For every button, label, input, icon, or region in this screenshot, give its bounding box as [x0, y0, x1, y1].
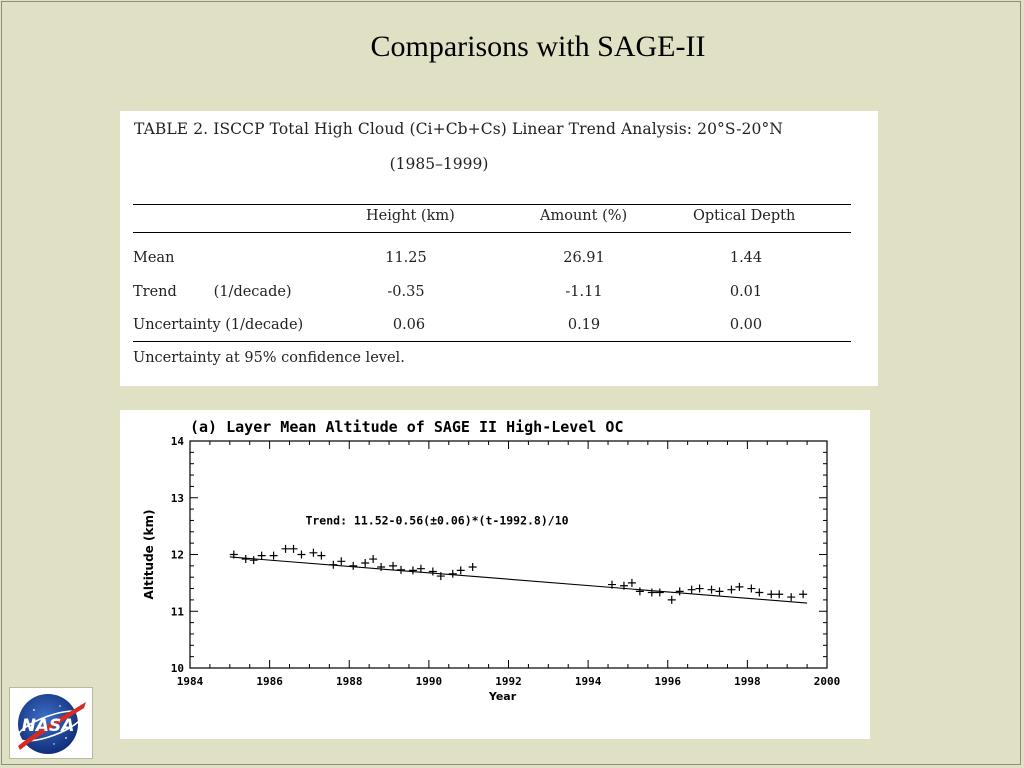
- header-amount: Amount (%): [540, 208, 628, 224]
- data-point: [337, 557, 346, 566]
- row-label-mean: Mean: [133, 250, 175, 266]
- data-point: [675, 587, 684, 596]
- data-point: [687, 585, 696, 594]
- x-axis-label: Year: [488, 690, 517, 703]
- data-point: [389, 561, 398, 570]
- data-point: [635, 587, 644, 596]
- table-caption-years: (1985–1999): [389, 155, 489, 173]
- x-tick-label: 1990: [416, 675, 443, 688]
- data-point: [799, 590, 808, 599]
- data-point: [249, 556, 258, 565]
- y-tick-label: 10: [171, 662, 184, 675]
- header-height: Height (km): [366, 208, 455, 224]
- header-optical-depth: Optical Depth: [693, 208, 796, 224]
- data-point: [317, 551, 326, 560]
- data-point: [309, 548, 318, 557]
- data-point: [747, 584, 756, 593]
- data-point: [727, 585, 736, 594]
- x-tick-label: 1984: [177, 675, 204, 688]
- row-label-uncertainty: Uncertainty (1/decade): [133, 317, 304, 333]
- x-tick-label: 1988: [336, 675, 363, 688]
- cell-trend-height: -0.35: [387, 284, 425, 300]
- plot-frame: [189, 440, 828, 669]
- data-point: [289, 544, 298, 553]
- data-point: [608, 580, 617, 589]
- data-point: [297, 550, 306, 559]
- data-point: [468, 562, 477, 571]
- data-point: [229, 550, 238, 559]
- y-axis-label: Altitude (km): [142, 510, 156, 600]
- data-point: [707, 585, 716, 594]
- data-point: [667, 595, 676, 604]
- table-top-rule: [133, 204, 851, 206]
- y-tick-label: 12: [171, 549, 184, 562]
- x-tick-label: 1986: [256, 675, 283, 688]
- x-tick-label: 1996: [655, 675, 682, 688]
- altitude-chart: (a) Layer Mean Altitude of SAGE II High-…: [142, 418, 841, 703]
- trend-annotation: Trend: 11.52-0.56(±0.06)*(t-1992.8)/10: [305, 513, 568, 527]
- data-point: [448, 569, 457, 578]
- data-point: [647, 588, 656, 597]
- data-point: [715, 587, 724, 596]
- x-tick-label: 2000: [814, 675, 841, 688]
- data-point: [456, 566, 465, 575]
- trend-table-panel: TABLE 2. ISCCP Total High Cloud (Ci+Cb+C…: [120, 111, 878, 386]
- data-point: [369, 555, 378, 564]
- data-point: [787, 593, 796, 602]
- data-point: [627, 578, 636, 587]
- data-point: [361, 559, 370, 568]
- cell-mean-optical-depth: 1.44: [729, 250, 763, 266]
- data-point: [408, 566, 417, 575]
- axis-ticks: [189, 440, 828, 669]
- cell-mean-height: 11.25: [385, 250, 427, 266]
- data-point: [397, 565, 406, 574]
- data-point: [416, 564, 425, 573]
- chart-title: (a) Layer Mean Altitude of SAGE II High-…: [190, 418, 623, 436]
- data-point: [655, 588, 664, 597]
- table-header-rule: [133, 232, 851, 234]
- y-tick-label: 11: [171, 605, 185, 618]
- data-point: [241, 555, 250, 564]
- data-point: [695, 584, 704, 593]
- cell-trend-optical-depth: 0.01: [729, 284, 763, 300]
- data-point: [735, 582, 744, 591]
- y-tick-label: 14: [171, 435, 185, 448]
- data-point: [377, 562, 386, 571]
- altitude-chart-panel: (a) Layer Mean Altitude of SAGE II High-…: [120, 410, 870, 739]
- nasa-logo: NASA: [9, 687, 93, 759]
- data-point: [349, 561, 358, 570]
- y-tick-label: 13: [171, 492, 184, 505]
- data-point: [269, 551, 278, 560]
- cell-uncertainty-height: 0.06: [392, 317, 426, 333]
- logo-text: NASA: [22, 716, 75, 736]
- slide-title: Comparisons with SAGE-II: [370, 30, 706, 63]
- x-tick-labels: 1984 1986 1988 1990 1992 1994 1996 1998 2000: [177, 675, 841, 688]
- x-tick-label: 1992: [495, 675, 522, 688]
- data-point: [436, 572, 445, 581]
- data-point: [329, 560, 338, 569]
- data-point: [428, 567, 437, 576]
- y-tick-labels: 10 11 12 13 14: [171, 435, 185, 675]
- cell-uncertainty-optical-depth: 0.00: [729, 317, 763, 333]
- nasa-meatball-icon: NASA: [17, 694, 86, 754]
- data-point: [257, 551, 266, 560]
- row-label-trend: Trend (1/decade): [133, 284, 292, 300]
- data-point: [619, 581, 628, 590]
- cell-trend-amount: -1.11: [565, 284, 603, 300]
- table-bottom-rule: [133, 341, 851, 343]
- x-tick-label: 1994: [575, 675, 602, 688]
- data-point: [775, 590, 784, 599]
- data-point: [281, 544, 290, 553]
- trend-line: [229, 556, 808, 604]
- cell-uncertainty-amount: 0.19: [567, 317, 601, 333]
- cell-mean-amount: 26.91: [563, 250, 605, 266]
- data-point: [755, 588, 764, 597]
- x-tick-label: 1998: [734, 675, 761, 688]
- table-footnote: Uncertainty at 95% confidence level.: [133, 350, 405, 366]
- table-caption: TABLE 2. ISCCP Total High Cloud (Ci+Cb+C…: [134, 120, 783, 138]
- data-point: [767, 590, 776, 599]
- data-points: [229, 544, 808, 604]
